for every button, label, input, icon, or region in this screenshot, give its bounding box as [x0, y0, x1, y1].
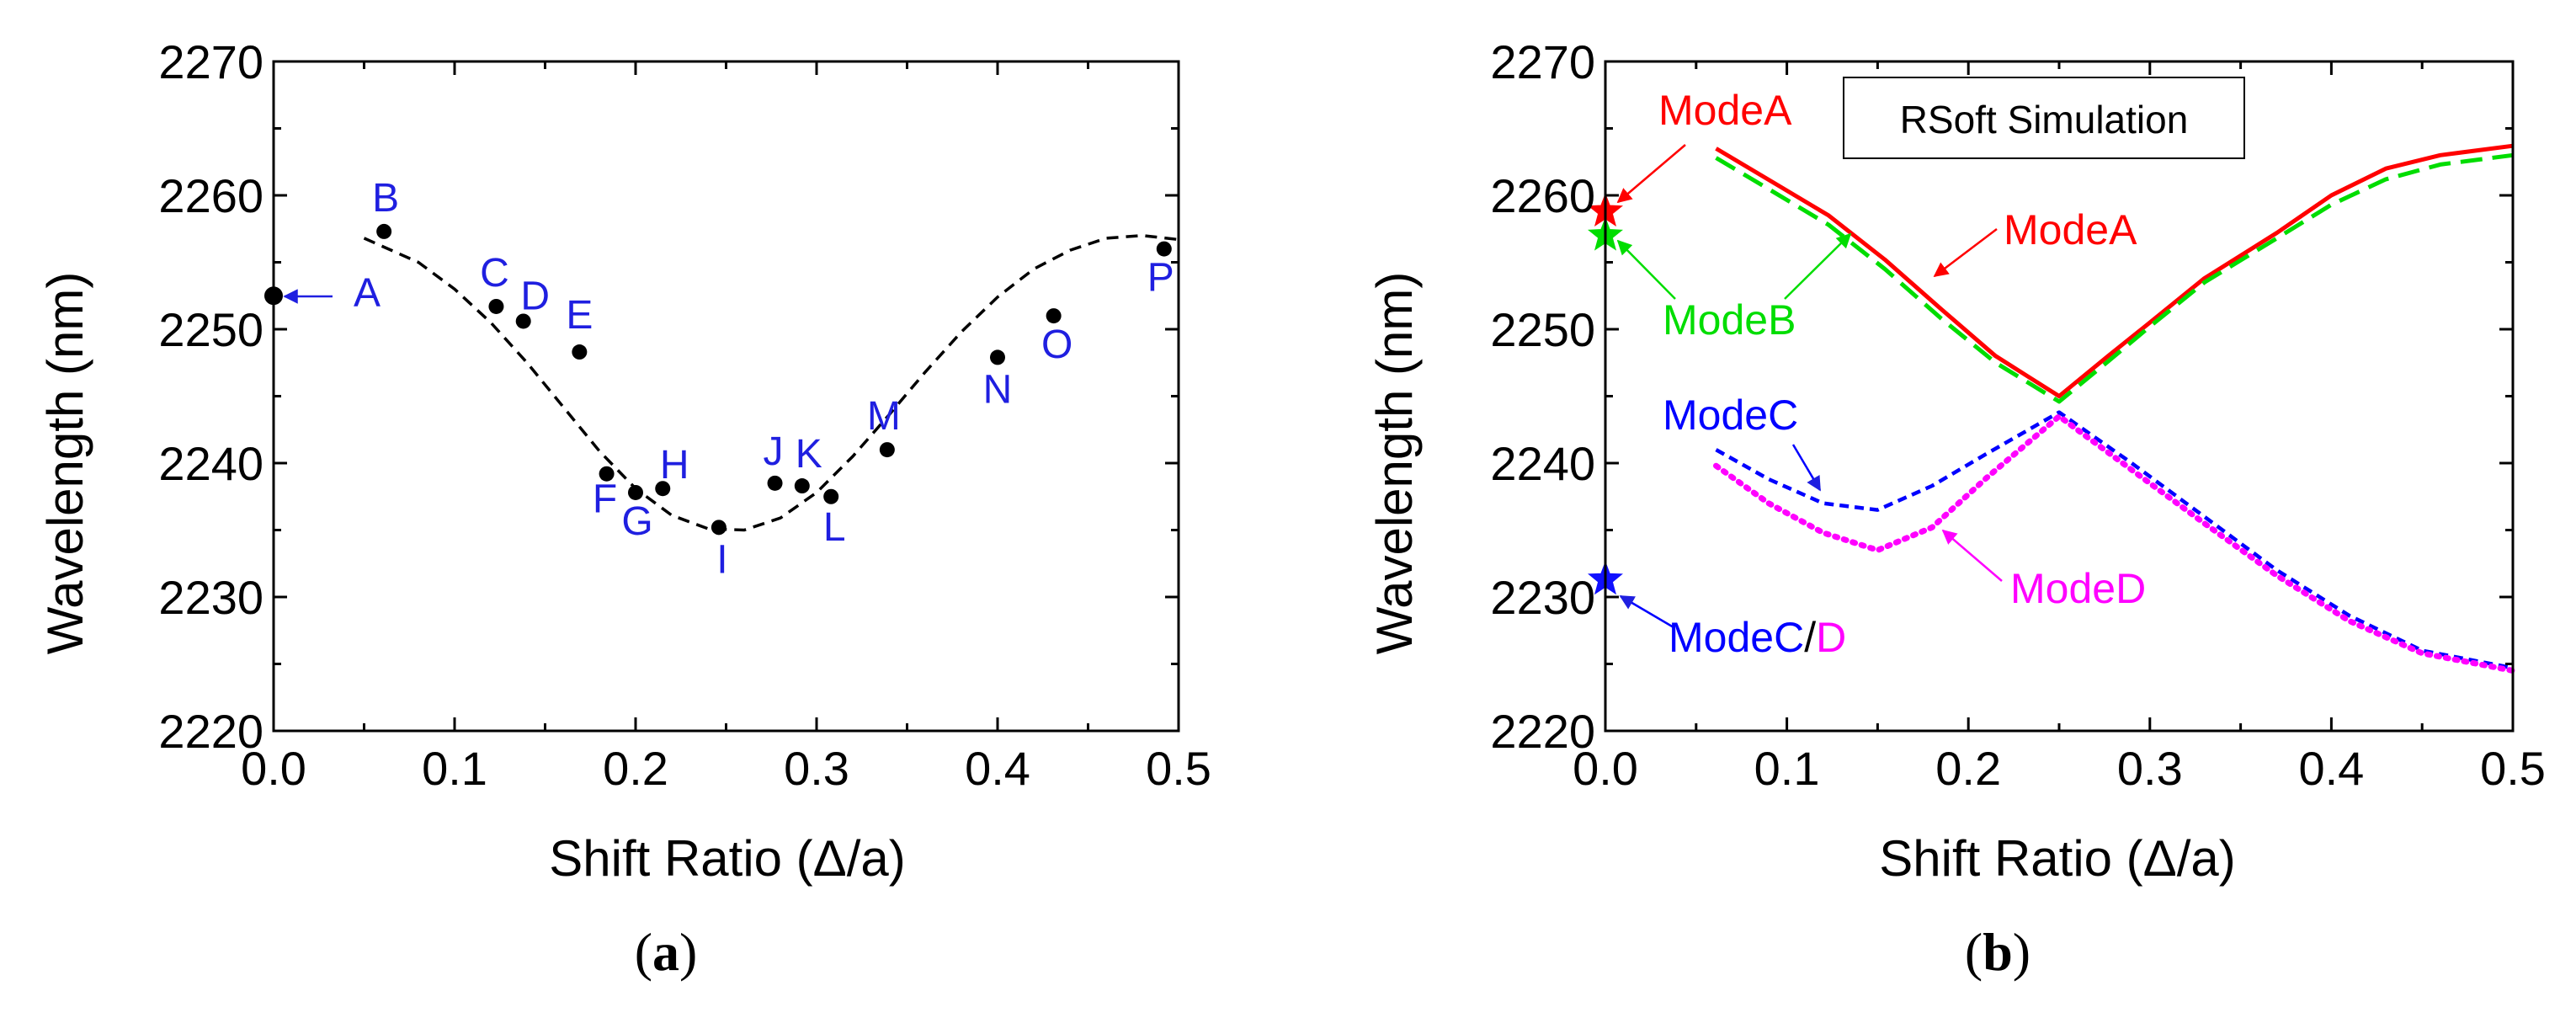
point-label-m: M	[867, 394, 901, 439]
x-tick-label: 0.3	[784, 742, 849, 795]
point-label-d: D	[520, 274, 550, 318]
y-tick-label: 2270	[1490, 35, 1595, 88]
annotation-modeA-curve-arrow	[1933, 228, 1998, 278]
point-k	[794, 478, 810, 494]
point-label-e: E	[566, 293, 593, 338]
y-tick-label: 2250	[1490, 303, 1595, 356]
annotation-modeD-arrow	[1941, 529, 2003, 582]
point-label-g: G	[621, 499, 652, 544]
tick-labels: 0.0 0.1 0.2 0.3 0.4 0.5 2220 2230 2240 2250 2260 22…	[158, 35, 1211, 795]
y-tick-label: 2240	[1490, 437, 1595, 490]
annotation-modeC-arrow	[1791, 444, 1822, 492]
legend-box	[1843, 77, 2245, 159]
subfigure-label-b: (b)	[1965, 922, 2030, 982]
x-tick-label: 0.4	[2298, 742, 2364, 795]
annotation-modeCD-slash: /	[1804, 614, 1816, 661]
data-points	[264, 223, 1172, 536]
fit-curve-line	[363, 233, 1179, 532]
subfigure-letter-b: b	[1983, 922, 2013, 982]
annotation-modeA-curve: ModeA	[2004, 206, 2137, 253]
ticks	[1604, 60, 2515, 733]
point-i	[711, 520, 726, 536]
y-tick-label: 2270	[158, 35, 263, 88]
point-label-c: C	[480, 251, 509, 296]
panel-b: 0.0 0.1 0.2 0.3 0.4 0.5 2220 2230 2240 2250 2260 22…	[1366, 35, 2546, 982]
x-axis-label: Shift Ratio (Δ/a)	[1879, 830, 2236, 887]
y-tick-label: 2220	[1490, 705, 1595, 758]
legend-box-text: RSoft Simulation	[1900, 98, 2189, 141]
y-tick-label: 2250	[158, 303, 263, 356]
subfigure-label-a: (a)	[635, 922, 698, 982]
series-moded	[1713, 413, 2516, 674]
point-label-n: N	[983, 367, 1013, 412]
x-tick-label: 0.1	[422, 742, 487, 795]
y-axis-label: Wavelength (nm)	[1366, 272, 1423, 655]
point-label-h: H	[660, 443, 689, 488]
panel-a: A B CD E F GH I J KL M NO P 0.0 0.1 0.2 0.3 0.4 0.5 2220 2…	[37, 35, 1211, 982]
point-label-i: I	[716, 537, 727, 582]
annotation-modeCD-suffix: D	[1816, 614, 1846, 661]
x-tick-label: 0.1	[1754, 742, 1820, 795]
point-h	[655, 481, 671, 497]
annotation-modeA-star-arrow	[1616, 144, 1686, 204]
x-tick-label: 0.5	[1146, 742, 1211, 795]
point-label-j: J	[764, 429, 784, 474]
point-m	[879, 442, 895, 458]
x-tick-label: 0.3	[2117, 742, 2183, 795]
point-o	[1046, 308, 1062, 324]
annotation-modeCD-arrow	[1619, 594, 1674, 629]
annotation-modeCD: ModeC/D	[1669, 614, 1846, 661]
y-tick-label: 2260	[158, 169, 263, 222]
annotation-modeB: ModeB	[1663, 296, 1796, 344]
point-p	[1156, 241, 1172, 257]
y-tick-label: 2230	[158, 571, 263, 624]
point-label-o: O	[1041, 322, 1072, 367]
y-tick-label: 2230	[1490, 571, 1595, 624]
y-tick-label: 2240	[158, 437, 263, 490]
axes-frame	[272, 60, 1180, 733]
point-b	[376, 223, 392, 239]
series-modea	[1715, 143, 2514, 398]
x-tick-label: 0.4	[965, 742, 1030, 795]
fit-curve	[363, 233, 1179, 532]
point-j	[767, 475, 783, 491]
point-label-a: A	[354, 270, 381, 315]
annotation-modeB-arrow-star	[1616, 239, 1676, 300]
plot-frame	[272, 60, 1180, 733]
point-label-b: B	[372, 176, 399, 221]
y-tick-label: 2260	[1490, 169, 1595, 222]
x-tick-label: 0.0	[1573, 742, 1638, 795]
point-l	[823, 488, 839, 504]
point-g	[628, 484, 643, 500]
y-axis-label: Wavelength (nm)	[37, 272, 93, 655]
ticks	[272, 60, 1180, 733]
point-label-f: F	[593, 477, 617, 522]
point-label-p: P	[1147, 256, 1174, 301]
annotation-modeB-arrow-curve	[1784, 232, 1852, 300]
tick-labels: 0.0 0.1 0.2 0.3 0.4 0.5 2220 2230 2240 2250 2260 22…	[1490, 35, 2546, 795]
x-tick-label: 0.0	[241, 742, 306, 795]
point-d	[515, 313, 531, 329]
point-labels: A B CD E F GH I J KL M NO P	[354, 176, 1174, 582]
x-axis-label: Shift Ratio (Δ/a)	[549, 830, 906, 887]
point-label-l: L	[823, 505, 846, 550]
y-tick-label: 2220	[158, 705, 263, 758]
x-tick-label: 0.2	[1935, 742, 2001, 795]
point-label-k: K	[796, 432, 822, 477]
x-tick-label: 0.5	[2480, 742, 2546, 795]
series-modec	[1715, 410, 2514, 670]
point-f	[599, 466, 615, 482]
series-lines	[1713, 143, 2516, 674]
annotation-modeC: ModeC	[1663, 392, 1798, 439]
annotation-modeA-star: ModeA	[1658, 87, 1792, 134]
point-e	[572, 344, 588, 360]
series-modeb	[1715, 152, 2514, 404]
annotation-modeCD-prefix: ModeC	[1669, 614, 1804, 661]
annotation-modeD: ModeD	[2010, 565, 2146, 612]
point-n	[990, 349, 1005, 365]
x-tick-label: 0.2	[603, 742, 668, 795]
point-c	[488, 298, 504, 314]
subfigure-letter-a: a	[652, 922, 679, 982]
